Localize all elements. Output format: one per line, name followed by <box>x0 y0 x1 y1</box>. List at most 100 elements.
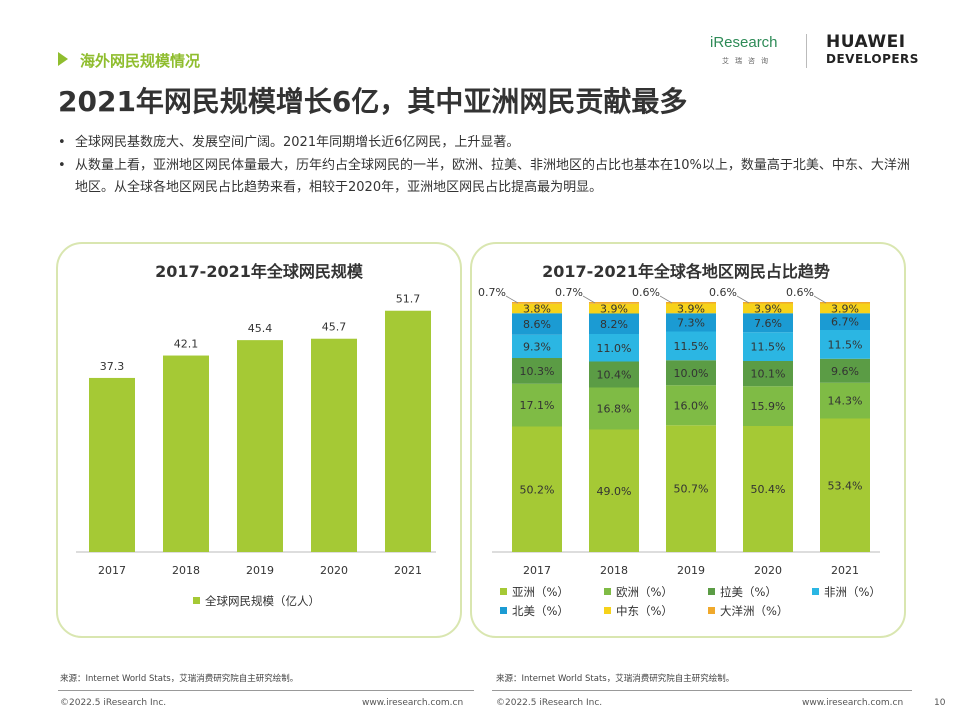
footer-url-left: www.iresearch.com.cn <box>362 698 464 708</box>
left-source-note: 来源：Internet World Stats，艾瑞消费研究院自主研究绘制。 <box>60 674 299 684</box>
bar <box>237 340 283 552</box>
stacked-bar-segment <box>666 302 716 304</box>
segment-label: 11.5% <box>751 341 786 354</box>
legend-swatch <box>193 597 200 604</box>
x-tick-label: 2017 <box>98 564 126 577</box>
stacked-bar-segment <box>512 426 562 552</box>
legend-label: 亚洲（%） <box>512 585 569 599</box>
bullet-dot-icon: • <box>58 135 66 150</box>
stacked-bar-segment <box>589 303 639 314</box>
iresearch-logo-text: iResearch <box>710 34 778 51</box>
huawei-logo-line2: DEVELOPERS <box>826 52 919 66</box>
callout-line <box>659 295 673 304</box>
legend-swatch <box>812 588 819 595</box>
data-label: 45.4 <box>248 322 273 335</box>
stacked-bar-segment <box>666 360 716 386</box>
stacked-bar-segment <box>589 361 639 388</box>
stacked-bar-segment <box>820 330 870 359</box>
stacked-bar-segment <box>666 313 716 332</box>
segment-label: 53.4% <box>828 479 863 492</box>
stacked-bar-segment <box>589 313 639 334</box>
legend-swatch <box>708 588 715 595</box>
segment-label: 3.9% <box>831 302 859 315</box>
segment-label: 9.3% <box>523 340 551 353</box>
segment-label: 50.2% <box>520 483 555 496</box>
segment-label: 7.3% <box>677 316 705 329</box>
segment-label: 0.6% <box>709 286 737 299</box>
stacked-bar-segment <box>820 303 870 314</box>
huawei-logo-line1: HUAWEI <box>826 32 906 52</box>
x-tick-label: 2018 <box>600 564 628 577</box>
stacked-bar-segment <box>512 313 562 335</box>
segment-label: 9.6% <box>831 365 859 378</box>
bullet-text: 全球网民基数庞大、发展空间广阔。2021年同期增长近6亿网民，上升显著。 <box>75 135 520 150</box>
x-tick-label: 2017 <box>523 564 551 577</box>
bar <box>385 310 431 552</box>
stacked-bar-segment <box>743 313 793 333</box>
section-arrow-icon <box>58 52 68 66</box>
x-tick-label: 2021 <box>831 564 859 577</box>
segment-label: 50.7% <box>674 483 709 496</box>
x-tick-label: 2021 <box>394 564 422 577</box>
segment-label: 10.4% <box>597 369 632 382</box>
footer-copyright-right: ©2022.5 iResearch Inc. <box>496 698 603 708</box>
segment-label: 3.9% <box>600 303 628 316</box>
legend-swatch <box>604 607 611 614</box>
footer-rule-right <box>492 690 912 691</box>
legend-label: 大洋洲（%） <box>720 604 788 618</box>
segment-label: 16.0% <box>674 399 709 412</box>
stacked-bar-segment <box>743 332 793 361</box>
stacked-bar-segment <box>589 429 639 552</box>
stacked-bar-segment <box>589 387 639 430</box>
segment-label: 6.7% <box>831 316 859 329</box>
bullet-text: 从数量上看，亚洲地区网民体量最大，历年约占全球网民的一半，欧洲、拉美、非洲地区的… <box>75 158 910 195</box>
iresearch-logo: iResearch 艾瑞咨询 <box>710 34 778 65</box>
logo-separator <box>806 34 807 68</box>
stacked-bar-segment <box>512 358 562 384</box>
stacked-bar-segment <box>512 302 562 304</box>
legend-label: 非洲（%） <box>824 585 881 599</box>
callout-line <box>813 295 827 304</box>
segment-label: 49.0% <box>597 485 632 498</box>
data-label: 51.7 <box>396 293 421 306</box>
right-source-note: 来源：Internet World Stats，艾瑞消费研究院自主研究绘制。 <box>496 674 735 684</box>
segment-label: 11.0% <box>597 342 632 355</box>
bar <box>89 377 135 552</box>
iresearch-logo-subtext: 艾瑞咨询 <box>722 57 774 65</box>
bar <box>311 338 357 552</box>
stacked-bar-segment <box>512 383 562 427</box>
stacked-bar-segment <box>820 358 870 383</box>
segment-label: 7.6% <box>754 317 782 330</box>
segment-label: 16.8% <box>597 403 632 416</box>
segment-label: 11.5% <box>674 340 709 353</box>
footer-copyright-left: ©2022.5 iResearch Inc. <box>60 698 167 708</box>
legend-label: 全球网民规模（亿人） <box>205 594 320 608</box>
legend-swatch <box>500 607 507 614</box>
stacked-bar-segment <box>743 426 793 552</box>
section-label: 海外网民规模情况 <box>80 52 201 70</box>
x-tick-label: 2020 <box>754 564 782 577</box>
right-chart-title: 2017-2021年全球各地区网民占比趋势 <box>542 262 830 281</box>
segment-label: 3.8% <box>523 303 551 316</box>
segment-label: 3.9% <box>677 302 705 315</box>
stacked-bar-segment <box>820 302 870 304</box>
stacked-bar-segment <box>820 313 870 330</box>
callout-line <box>505 295 519 304</box>
segment-label: 11.5% <box>828 338 863 351</box>
segment-label: 50.4% <box>751 483 786 496</box>
segment-label: 17.1% <box>520 399 555 412</box>
segment-label: 0.7% <box>555 286 583 299</box>
legend-label: 中东（%） <box>616 604 673 618</box>
right-stacked-chart: 50.2% 17.1% 10.3% 9.3% 8.6% 3.8% 0.7% 2017 49.0%… <box>478 286 881 618</box>
bullet-dot-icon: • <box>58 158 66 173</box>
stacked-bar-segment <box>666 425 716 552</box>
stacked-bar-segment <box>743 386 793 426</box>
x-tick-label: 2019 <box>677 564 705 577</box>
segment-label: 15.9% <box>751 400 786 413</box>
stacked-bar-segment <box>589 334 639 362</box>
legend-label: 北美（%） <box>512 604 569 618</box>
stacked-bar-segment <box>743 361 793 387</box>
x-tick-label: 2018 <box>172 564 200 577</box>
segment-label: 8.2% <box>600 318 628 331</box>
legend-swatch <box>604 588 611 595</box>
